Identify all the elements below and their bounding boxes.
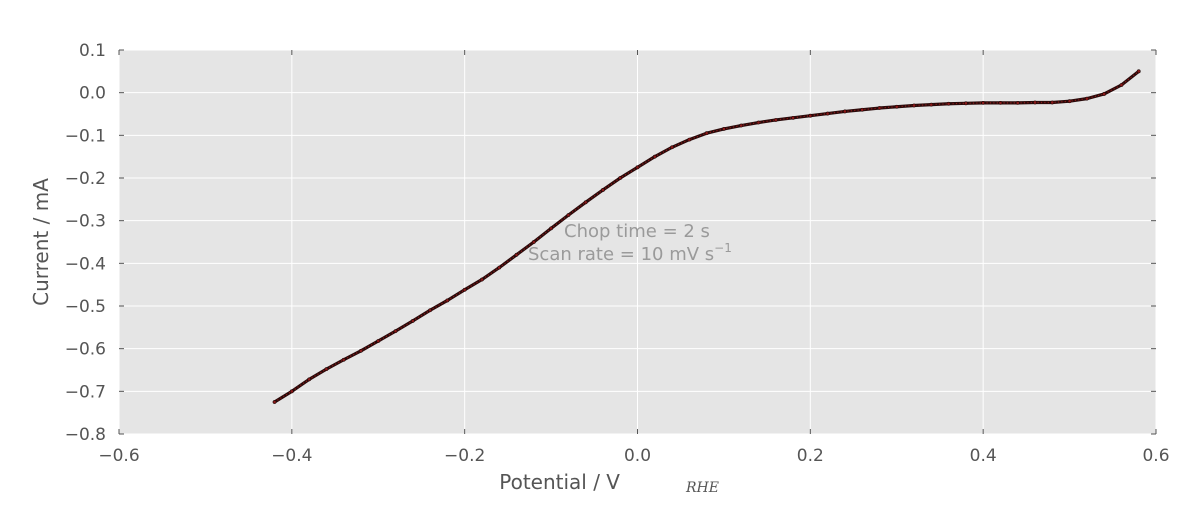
data-point — [1119, 83, 1124, 87]
ticks — [118, 49, 1157, 435]
data-point — [1033, 100, 1037, 105]
y-tick-label: −0.6 — [65, 340, 106, 360]
data-point — [497, 265, 502, 270]
annotation-scan-rate-exponent: −1 — [714, 241, 732, 255]
data-point — [929, 102, 934, 107]
y-tick-label: −0.5 — [65, 297, 106, 317]
data-point — [756, 120, 761, 125]
y-tick-label: −0.8 — [65, 425, 106, 445]
data-point — [480, 277, 484, 282]
y-tick-label: −0.7 — [65, 382, 106, 402]
data-point — [946, 101, 951, 106]
x-tick-label: 0.0 — [624, 446, 651, 466]
x-tick-label: 0.6 — [1142, 446, 1169, 466]
data-point — [1136, 69, 1141, 74]
data-point — [1102, 92, 1107, 96]
annotation-chop-time: Chop time = 2 s — [564, 221, 710, 242]
data-point — [428, 308, 433, 313]
data-point — [531, 240, 536, 244]
annotation-scan-rate: Scan rate = 10 mV s−1 — [528, 241, 732, 265]
data-point — [272, 400, 277, 404]
data-point — [687, 137, 692, 142]
data-point — [825, 111, 830, 116]
data-point — [652, 154, 657, 159]
data-point — [341, 357, 346, 362]
y-tick-label: −0.4 — [65, 254, 106, 274]
x-tick-label: 0.2 — [797, 446, 824, 466]
data-point — [998, 101, 1003, 105]
data-point — [289, 389, 294, 394]
y-tick-label: −0.3 — [65, 212, 106, 232]
x-tick-label: 0.4 — [970, 446, 997, 466]
data-point — [963, 101, 968, 106]
data-point — [1067, 99, 1072, 104]
data-point — [445, 298, 450, 303]
data-point — [307, 377, 312, 382]
y-tick-label: 0.0 — [79, 84, 106, 104]
x-tick-label: −0.2 — [444, 446, 485, 466]
data-point — [376, 339, 381, 343]
data-point — [670, 145, 674, 150]
series — [272, 69, 1141, 404]
data-point — [808, 113, 813, 118]
data-point — [791, 115, 795, 120]
data-point — [704, 131, 709, 136]
annotation-scan-rate-text: Scan rate = 10 mV s — [528, 244, 714, 265]
y-tick-label: −0.1 — [65, 126, 106, 146]
data-point — [739, 123, 744, 128]
data-point — [601, 188, 605, 192]
tick-labels: −0.6 −0.4 −0.2 0.0 0.2 0.4 0.6 0.1 0.0 −0.1 −0.2 −0… — [65, 41, 1170, 466]
x-axis-title-subscript: RHE — [685, 480, 719, 496]
data-point — [393, 329, 398, 334]
data-point — [410, 319, 415, 323]
data-point — [324, 367, 329, 372]
data-point — [566, 213, 571, 218]
x-axis-title: Potential / V — [499, 470, 620, 494]
y-tick-label: −0.2 — [65, 169, 106, 189]
data-point — [912, 103, 916, 108]
data-point — [1015, 101, 1020, 105]
data-point — [635, 165, 640, 170]
data-point — [722, 127, 726, 131]
data-point — [877, 106, 882, 110]
data-point — [549, 226, 553, 231]
data-point — [773, 118, 778, 122]
y-axis-title: Current / mA — [29, 178, 53, 306]
data-point — [843, 109, 847, 114]
data-point — [583, 200, 588, 205]
data-point — [860, 107, 865, 112]
data-point — [359, 348, 363, 353]
data-point — [981, 101, 986, 105]
data-point — [618, 176, 623, 180]
data-point — [1050, 100, 1055, 105]
data-point — [462, 287, 467, 292]
x-tick-label: −0.6 — [98, 446, 139, 466]
data-point — [1084, 96, 1089, 101]
y-tick-label: 0.1 — [79, 41, 106, 61]
data-point — [894, 104, 899, 109]
data-point — [514, 252, 519, 257]
x-tick-label: −0.4 — [271, 446, 312, 466]
